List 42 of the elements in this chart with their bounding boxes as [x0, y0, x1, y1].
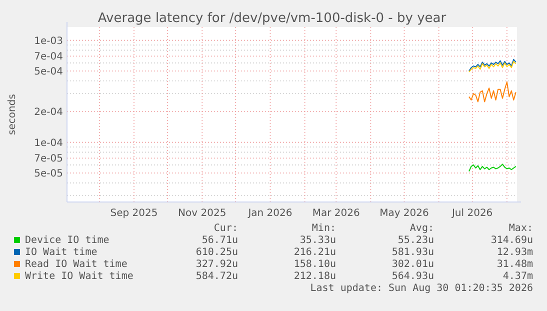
- line-series: [468, 164, 516, 172]
- y-tick-label: 1e-04: [34, 138, 63, 149]
- x-tick-label: Nov 2025: [178, 208, 226, 219]
- text: 584.72u: [196, 271, 238, 282]
- legend-label: IO Wait time: [25, 247, 98, 258]
- line-series: [468, 82, 516, 102]
- y-axis-title: seconds: [7, 94, 18, 135]
- text: 55.23u: [398, 235, 434, 246]
- text: 564.93u: [392, 271, 434, 282]
- chart-title: Average latency for /dev/pve/vm-100-disk-0 - by year: [98, 11, 447, 26]
- text: Min:: [312, 223, 336, 234]
- text: Avg:: [410, 223, 434, 234]
- text: 610.25u: [196, 247, 238, 258]
- x-tick-label: Jan 2026: [247, 208, 292, 219]
- text: 4.37m: [502, 271, 533, 282]
- text: 314.69u: [490, 235, 533, 246]
- text: 216.21u: [294, 247, 336, 258]
- x-tick-label: Jul 2026: [450, 208, 493, 219]
- legend-label: Write IO Wait time: [25, 271, 134, 282]
- text: 302.01u: [392, 259, 434, 270]
- x-tick-label: May 2026: [380, 208, 429, 219]
- text: 56.71u: [202, 235, 238, 246]
- legend-label: Read IO Wait time: [25, 259, 128, 270]
- x-tick-label: Mar 2026: [312, 208, 360, 219]
- y-tick-label: 7e-04: [34, 52, 63, 63]
- text: 158.10u: [294, 259, 336, 270]
- y-tick-label: 2e-04: [34, 107, 63, 118]
- text: 35.33u: [300, 235, 336, 246]
- text: 212.18u: [294, 271, 336, 282]
- legend-label: Device IO time: [25, 235, 110, 246]
- text: 581.93u: [392, 247, 434, 258]
- text: 12.93m: [496, 247, 533, 258]
- text: Max:: [508, 223, 533, 234]
- y-tick-label: 7e-05: [34, 154, 63, 165]
- y-tick-label: 5e-05: [34, 168, 63, 180]
- y-tick-label: 1e-03: [34, 36, 63, 47]
- text: 327.92u: [196, 259, 238, 270]
- text: Last update: Sun Aug 30 01:20:35 2026: [310, 283, 533, 294]
- text: 31.48m: [496, 259, 533, 270]
- text: Cur:: [214, 223, 238, 234]
- y-tick-label: 5e-04: [34, 66, 63, 78]
- x-tick-label: Sep 2025: [110, 208, 158, 219]
